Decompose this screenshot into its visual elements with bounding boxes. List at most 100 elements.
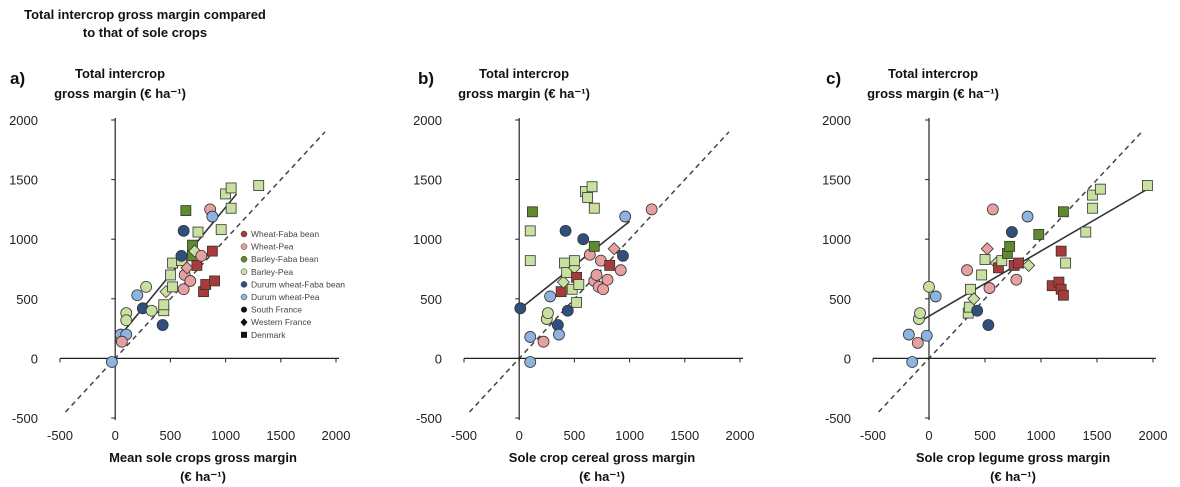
data-point-barley-faba-bean-denmark [180,205,192,216]
data-point-barley-pea-south-france [923,280,935,293]
y-axis-label: gross margin (€ ha⁻¹) [458,86,590,101]
x-tick-label: 2000 [1139,428,1168,443]
x-tick-label: 2000 [726,428,755,443]
data-point-barley-faba-bean-denmark [588,240,600,252]
x-tick-label: 1500 [266,428,295,443]
data-point-wheat-faba-bean-denmark [604,260,616,271]
data-point-barley-pea-denmark [167,281,179,293]
x-tick-label: 500 [160,428,182,443]
data-point-durum-wheat-faba-bean-south-france [971,304,984,317]
data-point-durum-wheat-faba-bean-south-france [561,304,574,317]
data-point-wheat-pea-south-france [911,337,924,349]
data-point-durum-wheat-pea-south-france [906,356,919,368]
x-axis-label: (€ ha⁻¹) [579,469,625,484]
x-axis-label: (€ ha⁻¹) [180,469,226,484]
data-point-barley-pea-denmark [1080,226,1092,238]
data-point-barley-pea-denmark [215,224,227,236]
data-point-durum-wheat-pea-south-france [553,328,565,341]
legend-marker-south-france [241,306,247,313]
data-point-barley-pea-denmark [1087,189,1098,201]
data-point-barley-pea-denmark [225,182,237,194]
figure-title-line-1: Total intercrop gross margin compared [24,7,266,22]
data-point-durum-wheat-pea-south-france [619,210,632,223]
data-point-wheat-pea-south-france [961,264,973,277]
data-point-barley-pea-denmark [524,255,536,267]
data-point-durum-wheat-pea-south-france [1021,210,1034,223]
data-point-durum-wheat-pea-south-france [206,210,219,223]
x-tick-label: -500 [451,428,477,443]
data-point-barley-pea-denmark [976,269,988,281]
y-tick-label: 1500 [822,173,851,188]
y-axis-label: Total intercrop [75,66,165,81]
data-point-barley-faba-bean-denmark [1058,206,1069,218]
data-point-barley-pea-denmark [586,181,598,193]
data-point-barley-pea-denmark [192,226,204,238]
data-point-durum-wheat-faba-bean-south-france [559,224,572,237]
data-point-barley-pea-western-france [1022,258,1036,272]
data-point-durum-wheat-pea-south-france [524,356,537,368]
y-tick-label: -500 [416,411,442,426]
y-tick-label: 500 [16,292,38,307]
legend-marker-durum-wheat-pea [240,293,248,301]
data-point-barley-pea-south-france [914,307,926,320]
data-point-wheat-pea-western-france [607,242,621,256]
legend: Wheat-Faba bean Wheat-Pea Barley-Faba bean… [240,229,345,340]
data-point-barley-pea-denmark [1142,180,1153,191]
y-tick-label: 0 [435,351,442,366]
x-tick-label: 0 [516,428,523,443]
y-tick-label: 1500 [9,173,38,188]
data-point-barley-pea-denmark [979,254,991,265]
data-point-wheat-pea-south-france [614,264,627,277]
reference-line-1-1 [878,131,1143,413]
data-point-wheat-faba-bean-denmark [555,286,567,298]
x-tick-label: 0 [925,428,932,443]
data-point-barley-pea-western-france [967,292,981,306]
data-point-wheat-pea-south-france [115,335,128,348]
panel-letter: a) [10,69,25,88]
regression-line [917,188,1148,324]
data-point-durum-wheat-pea-south-france [524,331,537,343]
data-point-durum-wheat-faba-bean-south-france [177,224,190,237]
x-tick-label: 2000 [322,428,351,443]
data-point-wheat-pea-south-france [983,282,996,294]
x-tick-label: 500 [974,428,996,443]
data-point-wheat-pea-south-france [601,273,614,286]
data-point-wheat-faba-bean-denmark [1058,289,1069,301]
data-point-durum-wheat-faba-bean-south-france [982,319,995,331]
data-point-durum-wheat-faba-bean-south-france [175,249,188,262]
x-tick-label: 1500 [670,428,699,443]
data-point-barley-faba-bean-denmark [1004,240,1016,252]
data-point-barley-pea-denmark [559,257,570,269]
data-point-barley-pea-denmark [225,202,237,214]
x-tick-label: 1500 [1083,428,1112,443]
data-point-durum-wheat-faba-bean-south-france [617,249,629,262]
data-point-wheat-faba-bean-denmark [191,260,203,271]
legend-label-durum-wheat-pea: Durum wheat-Pea [251,292,320,302]
data-point-barley-faba-bean-denmark [527,206,538,218]
data-point-wheat-faba-bean-denmark [209,275,220,287]
data-point-wheat-pea-south-france [177,283,190,296]
chart-panel-1: a) Total intercrop gross margin (€ ha⁻¹) Me… [9,66,350,484]
legend-label-barley-pea: Barley-Pea [251,267,293,277]
x-tick-label: 1000 [615,428,644,443]
data-point-barley-pea-denmark [524,225,536,237]
y-tick-label: 500 [829,292,851,307]
y-tick-label: 500 [420,292,442,307]
data-point-wheat-pea-western-france [980,242,994,256]
legend-label-denmark: Denmark [251,330,286,340]
y-tick-label: 0 [31,351,38,366]
data-point-durum-wheat-faba-bean-south-france [577,233,590,246]
data-point-barley-pea-denmark [571,296,583,308]
data-point-wheat-pea-south-france [195,249,208,262]
y-tick-label: -500 [825,411,851,426]
data-point-barley-pea-denmark [1087,202,1098,214]
data-point-durum-wheat-pea-south-france [929,290,942,303]
x-axis-label: Mean sole crops gross margin [109,450,297,465]
data-point-barley-pea-south-france [542,307,554,320]
y-tick-label: -500 [12,411,38,426]
y-tick-label: 1000 [822,232,851,247]
data-point-durum-wheat-pea-south-france [902,328,915,341]
data-point-durum-wheat-pea-south-france [920,329,933,342]
panel-letter: b) [418,69,434,88]
